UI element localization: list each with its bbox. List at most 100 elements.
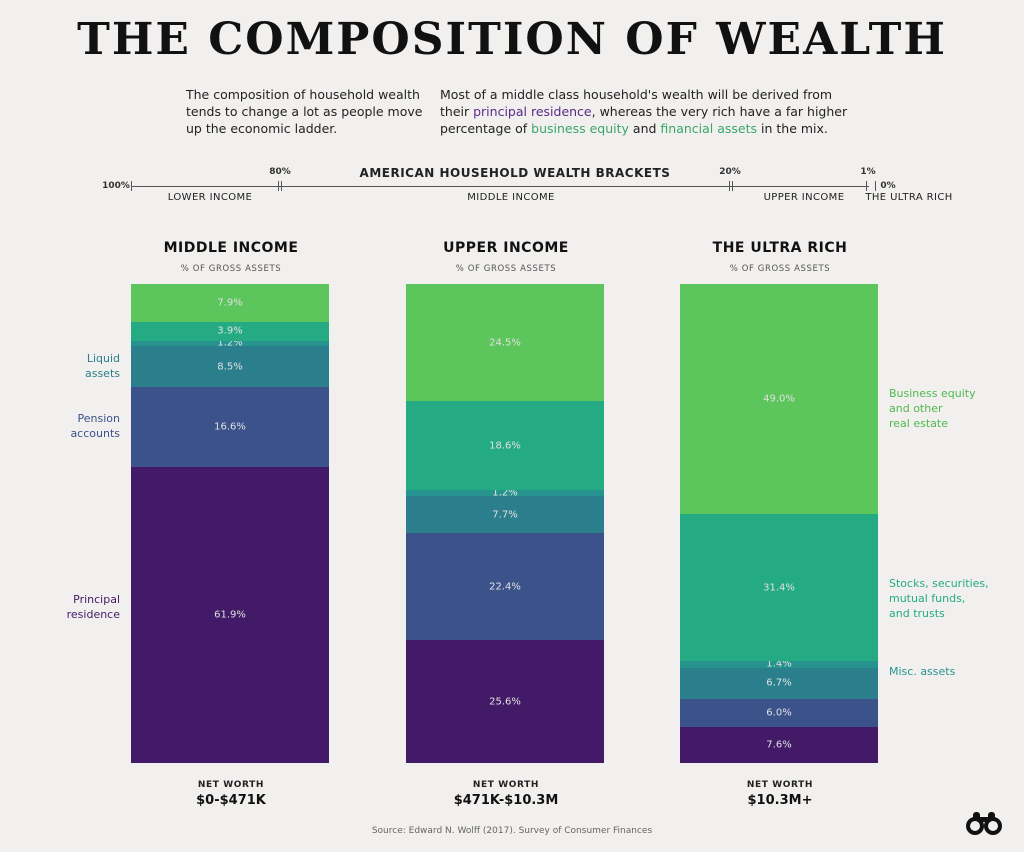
- value-label-middle-income-pension-accounts: 16.6%: [214, 421, 246, 433]
- value-label-ultra-rich-stocks: 31.4%: [763, 582, 795, 594]
- bracket-tick-100: [131, 181, 132, 191]
- net-worth-value-ultra: $10.3M+: [747, 793, 813, 808]
- panel-title-middle-income: MIDDLE INCOME: [163, 240, 299, 256]
- bracket-segment-lower-income: LOWER INCOME: [167, 192, 253, 203]
- intro-right-text: Most of a middle class household's wealt…: [440, 86, 850, 137]
- segment-ultra-rich-misc-assets: [680, 661, 878, 668]
- panel-title-ultra-rich: THE ULTRA RICH: [712, 240, 848, 256]
- label-liquid-assets: Liquid assets: [70, 351, 120, 381]
- bracket-tick-20: [729, 181, 730, 191]
- bracket-tick-1: [866, 181, 867, 191]
- bracket-label-0: 0%: [880, 181, 896, 191]
- page-title: THE COMPOSITION OF WEALTH: [77, 14, 947, 65]
- segment-upper-income-misc-assets: [406, 490, 604, 497]
- value-label-ultra-rich-pension-accounts: 6.0%: [766, 707, 792, 719]
- label-stocks-line1: Stocks, securities,: [889, 577, 989, 590]
- bracket-label-80: 80%: [269, 167, 291, 177]
- net-worth-label-middle: NET WORTH: [197, 780, 265, 790]
- intro-highlight-business-equity: business equity: [531, 121, 629, 136]
- label-stocks-line3: and trusts: [889, 607, 945, 620]
- segment-upper-income-business-equity: [406, 284, 604, 402]
- bracket-tick-80b: [281, 181, 282, 191]
- panel-subtitle-middle-income: % OF GROSS ASSETS: [180, 264, 282, 274]
- bracket-tick-0: [875, 181, 876, 191]
- label-principal-line1: Principal: [73, 593, 120, 606]
- label-business-line2: and other: [889, 402, 943, 415]
- value-label-upper-income-pension-accounts: 22.4%: [489, 581, 521, 593]
- intro-right-part4: in the mix.: [757, 121, 828, 136]
- value-label-ultra-rich-business-equity: 49.0%: [763, 393, 795, 405]
- value-label-middle-income-misc-assets: 1.2%: [217, 337, 243, 349]
- label-stocks: Stocks, securities, mutual funds, and tr…: [889, 576, 1009, 621]
- label-pension-accounts: Pension accounts: [50, 411, 120, 441]
- wealth-brackets-axis: AMERICAN HOUSEHOLD WEALTH BRACKETS 100% …: [0, 160, 1024, 210]
- bracket-segment-upper-income: UPPER INCOME: [763, 192, 845, 203]
- label-business-line1: Business equity: [889, 387, 976, 400]
- segment-ultra-rich-stocks: [680, 513, 878, 662]
- label-liquid-line1: Liquid: [86, 352, 120, 365]
- panel-subtitle-upper-income: % OF GROSS ASSETS: [455, 264, 557, 274]
- intro-highlight-principal-residence: principal residence: [473, 104, 592, 119]
- intro-highlight-financial-assets: financial assets: [660, 121, 758, 136]
- segment-upper-income-pension-accounts: [406, 533, 604, 641]
- bar-middle-income: 61.9% 16.6% 8.5% 1.2% 3.9% 7.9%: [131, 284, 329, 763]
- segment-middle-income-pension-accounts: [131, 387, 329, 467]
- value-label-upper-income-stocks: 18.6%: [489, 440, 521, 452]
- net-worth-value-upper: $471K-$10.3M: [453, 793, 559, 808]
- segment-ultra-rich-business-equity: [680, 284, 878, 514]
- value-label-upper-income-business-equity: 24.5%: [489, 337, 521, 349]
- segment-ultra-rich-principal-residence: [680, 727, 878, 763]
- bar-upper-income: 25.6% 22.4% 7.7% 1.2% 18.6% 24.5%: [406, 284, 604, 763]
- label-business-line3: real estate: [889, 417, 948, 430]
- label-principal-line2: residence: [66, 608, 120, 621]
- value-label-upper-income-principal-residence: 25.6%: [489, 696, 521, 708]
- value-label-middle-income-business-equity: 7.9%: [217, 297, 243, 309]
- label-misc-assets: Misc. assets: [889, 664, 1009, 679]
- segment-ultra-rich-liquid-assets: [680, 667, 878, 700]
- net-worth-value-middle: $0-$471K: [196, 793, 266, 808]
- value-label-upper-income-misc-assets: 1.2%: [492, 487, 518, 499]
- bracket-segment-middle-income: MIDDLE INCOME: [467, 192, 555, 203]
- bar-ultra-rich: 7.6% 6.0% 6.7% 1.4% 31.4% 49.0%: [680, 284, 878, 763]
- label-business-equity: Business equity and other real estate: [889, 386, 1009, 431]
- intro-left-text: The composition of household wealth tend…: [186, 87, 423, 136]
- bracket-segment-ultra-rich: THE ULTRA RICH: [865, 192, 953, 203]
- value-label-middle-income-principal-residence: 61.9%: [214, 609, 246, 621]
- brackets-title: AMERICAN HOUSEHOLD WEALTH BRACKETS: [300, 166, 730, 180]
- segment-middle-income-stocks: [131, 321, 329, 341]
- bracket-label-20: 20%: [719, 167, 741, 177]
- net-worth-label-ultra: NET WORTH: [746, 780, 814, 790]
- value-label-ultra-rich-principal-residence: 7.6%: [766, 739, 792, 751]
- label-misc-line1: Misc. assets: [889, 665, 956, 678]
- source-note: Source: Edward N. Wolff (2017). Survey o…: [371, 826, 653, 836]
- value-label-middle-income-liquid-assets: 8.5%: [217, 361, 243, 373]
- label-stocks-line2: mutual funds,: [889, 592, 966, 605]
- segment-ultra-rich-pension-accounts: [680, 699, 878, 728]
- value-label-ultra-rich-liquid-assets: 6.7%: [766, 677, 792, 689]
- label-principal-residence: Principal residence: [50, 592, 120, 622]
- binoculars-logo-icon: [966, 812, 1002, 835]
- segment-upper-income-stocks: [406, 401, 604, 491]
- value-label-middle-income-stocks: 3.9%: [217, 325, 243, 337]
- label-pension-line1: Pension: [77, 412, 120, 425]
- brackets-line: [131, 186, 869, 187]
- segment-middle-income-misc-assets: [131, 340, 329, 347]
- value-label-ultra-rich-misc-assets: 1.4%: [766, 658, 792, 670]
- bracket-tick-20b: [732, 181, 733, 191]
- intro-right-part2: , whereas the very rich have a far highe…: [440, 104, 848, 136]
- intro-right-part3: and: [628, 121, 661, 136]
- segment-upper-income-principal-residence: [406, 640, 604, 763]
- segment-middle-income-liquid-assets: [131, 346, 329, 387]
- label-liquid-line2: assets: [84, 367, 120, 380]
- bracket-label-100: 100%: [102, 181, 130, 191]
- label-pension-line2: accounts: [70, 427, 120, 440]
- panel-subtitle-ultra-rich: % OF GROSS ASSETS: [729, 264, 831, 274]
- bracket-label-1: 1%: [860, 167, 876, 177]
- net-worth-label-upper: NET WORTH: [472, 780, 540, 790]
- intro-right-part1: Most of a middle class household's wealt…: [440, 87, 833, 119]
- segment-middle-income-business-equity: [131, 284, 329, 322]
- panel-title-upper-income: UPPER INCOME: [443, 240, 569, 256]
- value-label-upper-income-liquid-assets: 7.7%: [492, 509, 518, 521]
- bracket-tick-80: [278, 181, 279, 191]
- segment-middle-income-principal-residence: [131, 466, 329, 763]
